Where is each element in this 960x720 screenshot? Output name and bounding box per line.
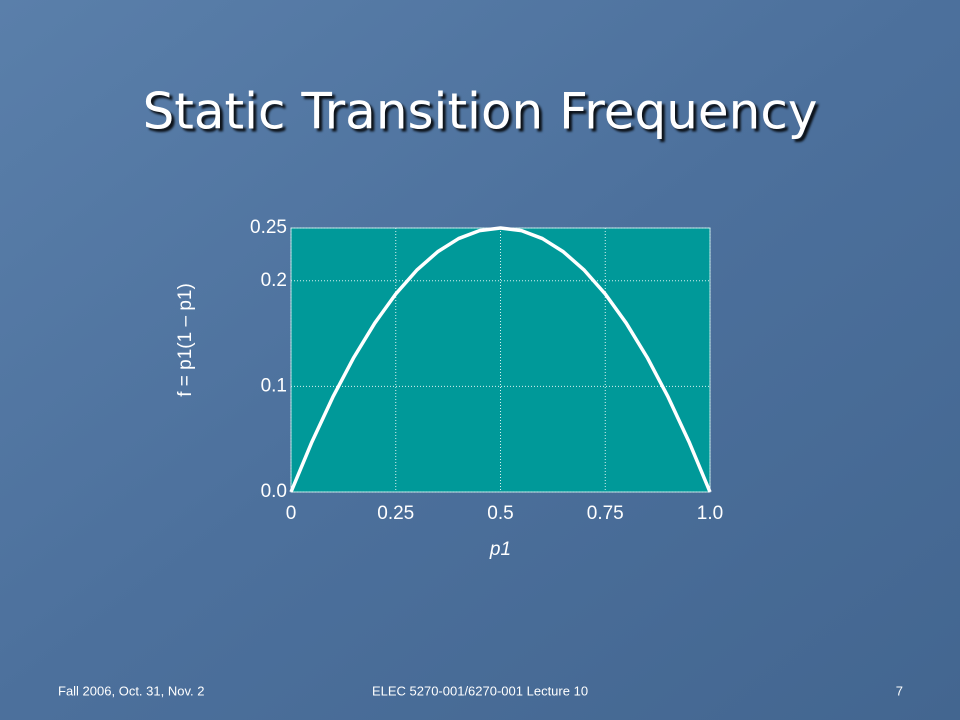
- x-tick-label: 0.25: [377, 503, 414, 524]
- x-tick-label: 0: [286, 503, 297, 524]
- y-tick-label: 0.0: [261, 481, 287, 502]
- footer-right: 7: [896, 683, 903, 698]
- data-line: [289, 226, 712, 493]
- x-tick-label: 0.75: [587, 503, 624, 524]
- x-axis-label: p1: [489, 539, 511, 560]
- footer-center: ELEC 5270-001/6270-001 Lecture 10: [372, 683, 588, 698]
- x-tick-label: 1.0: [697, 503, 723, 524]
- y-tick-label: 0.2: [261, 270, 287, 291]
- y-tick-label: 0.25: [250, 217, 287, 238]
- x-tick-label: 0.5: [487, 503, 513, 524]
- footer-left: Fall 2006, Oct. 31, Nov. 2: [58, 683, 204, 698]
- y-axis-label: f = p1(1 – p1): [175, 283, 196, 397]
- y-tick-label: 0.1: [261, 375, 287, 396]
- slide-title: Static Transition Frequency: [143, 83, 818, 141]
